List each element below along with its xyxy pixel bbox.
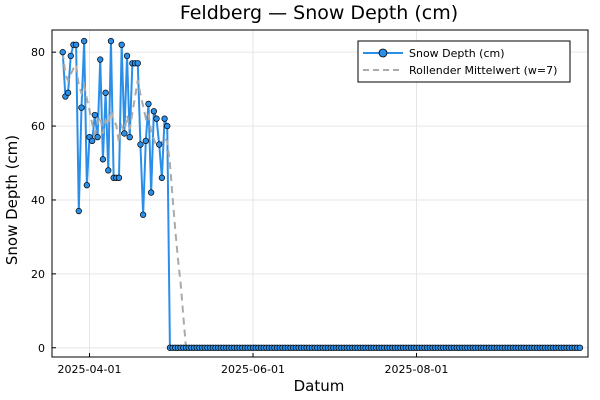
data-point: [81, 37, 88, 45]
data-point: [72, 41, 80, 48]
legend-label-rolling-mean: Rollender Mittelwert (w=7): [409, 64, 557, 77]
y-tick-label: 40: [31, 194, 45, 207]
data-point: [139, 211, 147, 218]
data-point: [576, 344, 584, 351]
data-point: [161, 115, 168, 122]
x-axis-label: Datum: [294, 377, 345, 395]
line-layer: [61, 40, 580, 349]
legend-label-snow-depth: Snow Depth (cm): [409, 47, 505, 60]
y-tick-label: 80: [31, 46, 45, 59]
data-point: [142, 137, 149, 144]
data-point: [137, 141, 144, 148]
tick-layer: 0 20 40 60 80 2025-04-01 2025-06-01 2025-08-01: [31, 46, 448, 376]
data-point: [94, 134, 101, 141]
x-tick-label: 2025-04-01: [58, 363, 122, 376]
data-point: [150, 108, 157, 115]
x-tick-label: 2025-06-01: [221, 363, 285, 376]
legend-marker-snow-depth: [378, 48, 388, 58]
data-point: [91, 111, 99, 119]
data-point: [115, 174, 123, 181]
plot-frame: [51, 29, 589, 358]
data-point: [105, 167, 112, 174]
data-point: [99, 156, 107, 163]
data-point: [123, 52, 131, 60]
data-point: [107, 37, 115, 45]
data-point: [153, 115, 160, 122]
data-point: [126, 134, 133, 141]
y-axis-label: Snow Depth (cm): [3, 135, 21, 265]
data-point: [78, 104, 85, 111]
data-point: [75, 207, 82, 215]
data-point: [134, 60, 141, 67]
grid-layer: [52, 30, 588, 357]
x-tick-label: 2025-08-01: [385, 363, 449, 376]
data-point: [102, 89, 109, 96]
data-point: [145, 100, 152, 108]
data-point: [64, 89, 72, 96]
data-point: [67, 52, 74, 60]
data-point: [89, 137, 96, 144]
legend: Snow Depth (cm) Rollender Mittelwert (w=…: [357, 40, 571, 83]
data-point: [121, 130, 128, 137]
data-point: [158, 174, 166, 181]
legend-box: [357, 40, 571, 83]
data-point: [83, 182, 90, 189]
data-point: [59, 49, 66, 56]
data-point: [156, 141, 163, 148]
series-line-snow-depth: [61, 40, 580, 349]
marker-layer: [59, 37, 584, 351]
chart-title: Feldberg — Snow Depth (cm): [180, 2, 458, 24]
data-point: [164, 122, 171, 130]
y-tick-label: 0: [38, 342, 45, 355]
data-point: [148, 189, 155, 196]
y-tick-label: 60: [31, 120, 45, 133]
data-point: [97, 56, 104, 63]
data-point: [118, 41, 125, 48]
y-tick-label: 20: [31, 268, 45, 281]
